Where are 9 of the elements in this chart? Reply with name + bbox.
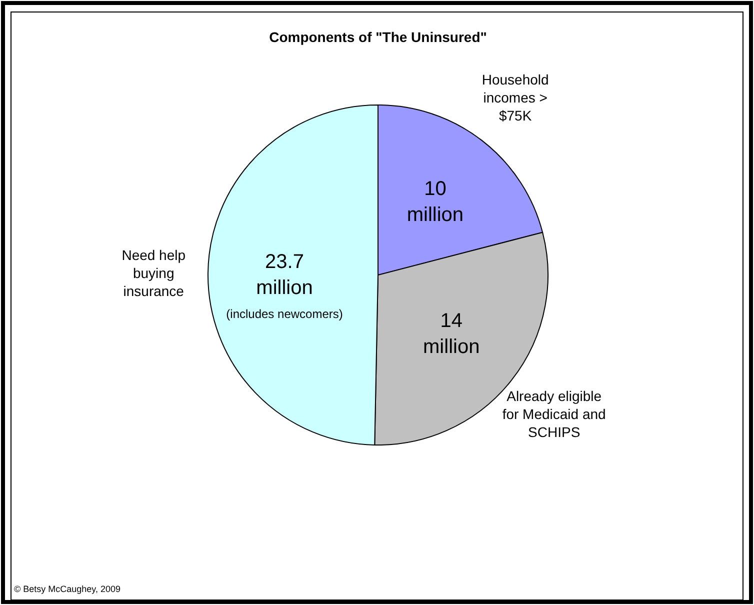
slice-label: Already eligible for Medicaid and SCHIPS <box>502 388 606 440</box>
slice-label: Need help buying insurance <box>122 246 186 299</box>
data-label: 23.7 million <box>256 251 313 300</box>
data-label: 10 million <box>406 178 464 226</box>
text: (includes newcomers) <box>226 307 343 322</box>
data-label: 14 million <box>423 310 480 358</box>
chart-title: Components of "The Uninsured" <box>269 29 487 45</box>
slice-label: Household incomes > $75K <box>482 72 549 124</box>
text: © Betsy McCaughey, 2009 <box>14 584 121 594</box>
